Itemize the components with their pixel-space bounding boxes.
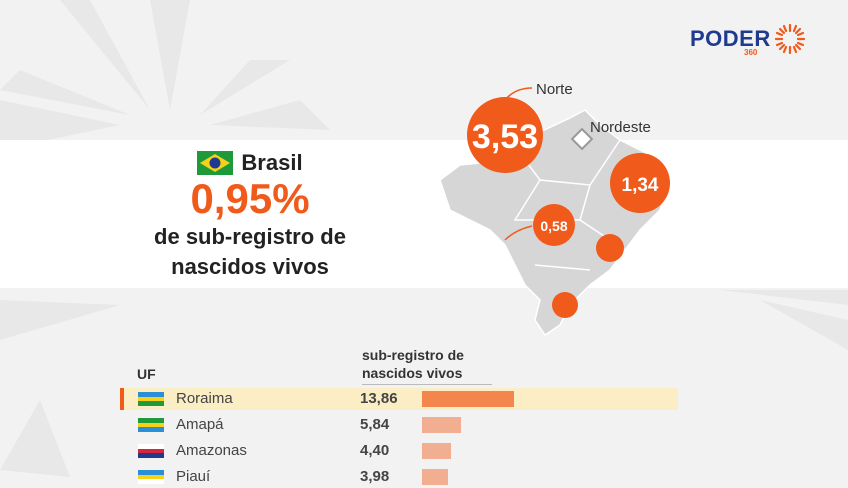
sun-icon — [774, 23, 805, 55]
row-highlight-marker — [120, 388, 124, 410]
region-bubble — [596, 234, 624, 262]
region-value: 3,53 — [472, 118, 538, 156]
state-flag-icon — [138, 470, 164, 484]
state-flag-icon — [138, 444, 164, 458]
region-label: Nordeste — [590, 119, 651, 136]
header-divider — [362, 384, 492, 385]
brand-sub: 360 — [744, 48, 758, 57]
background-rays — [0, 0, 848, 477]
state-bar — [422, 469, 449, 485]
brand-name: PODER — [690, 26, 771, 51]
country-name: Brasil — [241, 150, 303, 175]
headline: Brasil 0,95% de sub-registro de nascidos… — [120, 150, 380, 282]
brazil-map: 3,53 Norte Nordeste 1,34 0,58 — [439, 81, 671, 337]
headline-value: 0,95% — [190, 175, 310, 222]
state-bar — [422, 443, 452, 459]
column-header-uf: UF — [137, 366, 156, 382]
state-bar — [422, 391, 514, 407]
region-bubble — [467, 97, 543, 173]
column-header-value-2: nascidos vivos — [362, 365, 463, 381]
state-bar — [422, 417, 461, 433]
state-name: Amapá — [176, 416, 224, 433]
table-row: Piauí 3,98 — [120, 466, 678, 488]
state-flag-icon — [138, 418, 164, 432]
brand-logo: PODER 360 — [690, 23, 807, 57]
headline-description-2: nascidos vivos — [171, 254, 329, 279]
region-bubble — [533, 204, 575, 246]
state-name: Amazonas — [176, 442, 247, 459]
region-value: 1,34 — [622, 175, 659, 196]
region-label: Norte — [536, 81, 573, 98]
headline-description-1: de sub-registro de — [154, 224, 346, 249]
table-row: Amapá 5,84 — [120, 414, 678, 436]
column-header-value-1: sub-registro de — [362, 347, 464, 363]
region-value: 0,58 — [540, 218, 567, 234]
table-row: Roraima 13,86 — [120, 388, 678, 410]
state-value: 13,86 — [360, 390, 398, 407]
state-value: 4,40 — [360, 442, 390, 459]
brazil-flag-icon — [197, 151, 234, 175]
region-bubble — [552, 292, 578, 318]
state-flag-icon — [138, 392, 164, 406]
state-name: Roraima — [176, 390, 233, 407]
state-value: 5,84 — [360, 416, 390, 433]
highlight-band — [0, 140, 848, 288]
region-bubble — [610, 153, 670, 213]
country-heading: Brasil — [120, 150, 380, 176]
table-row: Amazonas 4,40 — [120, 440, 678, 462]
column-header-value: sub-registro de nascidos vivos — [362, 346, 502, 382]
